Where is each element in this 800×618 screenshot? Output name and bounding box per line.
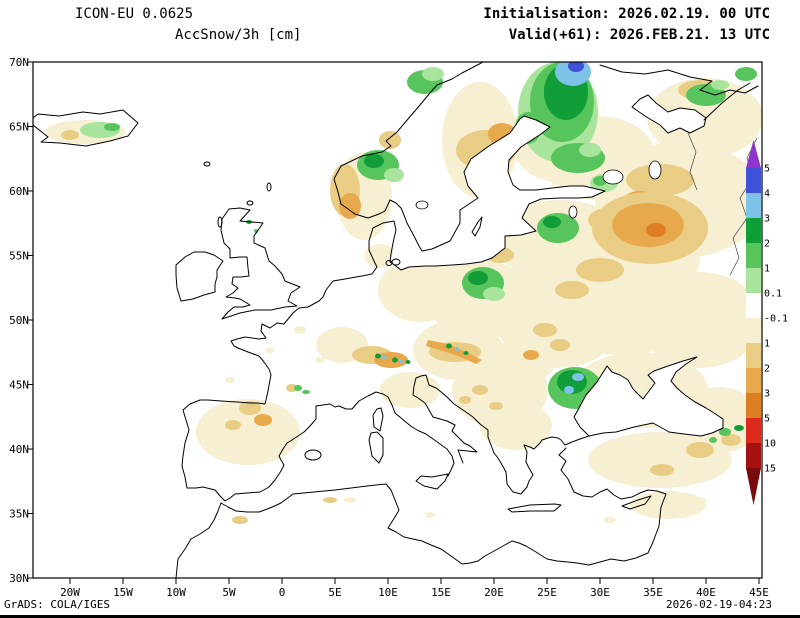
grads-credit: GrADS: COLA/IGES — [4, 598, 110, 611]
island-faroe — [203, 161, 211, 167]
island-corsica — [372, 407, 384, 432]
colorbar-tick-label: 15 — [764, 464, 776, 475]
coast-kola-barents — [599, 64, 759, 96]
island-hebrides — [217, 216, 223, 228]
bottom-border-bar — [0, 615, 800, 618]
creation-timestamp: 2026-02-19-04:23 — [666, 598, 772, 611]
lat-tick-label: 60N — [9, 185, 29, 198]
colorbar-tick-label: 10 — [764, 439, 776, 450]
colorbar-legend: 5 4 3 2 1 0.1 -0.1 1 2 3 5 10 15 — [746, 140, 788, 505]
black-sea — [573, 356, 724, 437]
colorbar-tick-label: 4 — [764, 189, 770, 200]
coast-white-sea-strait — [703, 82, 751, 121]
lon-tick-label: 35E — [643, 586, 663, 599]
lat-tick-label: 70N — [9, 56, 29, 69]
lat-tick-label: 65N — [9, 121, 29, 134]
island-crete — [507, 503, 562, 513]
colorbar-arrow-bottom — [746, 468, 761, 505]
lake-peipus — [568, 205, 578, 219]
white-sea — [631, 94, 707, 134]
baltic-sea-fill — [391, 116, 605, 270]
lon-tick-label: 40E — [696, 586, 716, 599]
lon-tick-label: 25E — [537, 586, 557, 599]
lon-tick-label: 30E — [590, 586, 610, 599]
lon-tick-label: 10E — [378, 586, 398, 599]
colorbar-segment — [746, 393, 761, 418]
coast-turkey-africa — [175, 447, 667, 578]
coast-baltic-rim — [400, 115, 606, 271]
lon-tick-label: 5W — [222, 586, 236, 599]
coast-west-europe-mediterranean — [181, 220, 455, 502]
colorbar-tick-label: -0.1 — [764, 314, 788, 325]
coast-adriatic-greece — [412, 374, 590, 495]
colorbar-tick-label: 2 — [764, 239, 770, 250]
colorbar-segment — [746, 368, 761, 393]
island-shetland — [266, 182, 272, 192]
lat-tick-label: 35N — [9, 508, 29, 521]
island-funen — [385, 260, 393, 266]
island-sicily — [415, 473, 449, 490]
lat-tick-label: 45N — [9, 379, 29, 392]
product-title: AccSnow/3h [cm] — [175, 27, 302, 43]
lon-tick-label: 20E — [484, 586, 504, 599]
colorbar-tick-label: 0.1 — [764, 289, 782, 300]
colorbar-segment — [746, 243, 761, 268]
colorbar-tick-label: 3 — [764, 389, 770, 400]
lat-tick-label: 40N — [9, 443, 29, 456]
colorbar-arrow-top — [746, 140, 761, 168]
lat-tick-label: 50N — [9, 314, 29, 327]
colorbar-segment — [746, 443, 761, 468]
lon-tick-label: 10W — [166, 586, 186, 599]
lake-onega — [648, 160, 662, 180]
lake-ladoga — [602, 169, 624, 185]
lon-tick-label: 45E — [749, 586, 769, 599]
valid-time: Valid(+61): 2026.FEB.21. 13 UTC — [508, 27, 770, 43]
island-cyprus — [621, 495, 652, 510]
colorbar-segment — [746, 418, 761, 443]
lon-tick-label: 20W — [60, 586, 80, 599]
colorbar-segment — [746, 193, 761, 218]
colorbar-segment — [746, 168, 761, 193]
map-content — [33, 62, 762, 578]
lon-tick-label: 5E — [328, 586, 341, 599]
model-title: ICON-EU 0.0625 — [75, 6, 194, 22]
colorbar-segment — [746, 293, 761, 318]
lat-tick-label: 55N — [9, 250, 29, 263]
axis-ticks: 70N 65N 60N 55N 50N 45N 40N 35N 30N 20W 15W 10W 5W 0 5… — [9, 56, 769, 599]
lat-tick-label: 30N — [9, 572, 29, 585]
coast-norway-sweden — [333, 62, 484, 252]
island-ireland — [175, 251, 224, 302]
island-sardinia — [368, 431, 384, 464]
colorbar-tick-label: 1 — [764, 339, 770, 350]
lake-vanern — [415, 200, 429, 210]
colorbar-segment — [746, 318, 761, 343]
colorbar-tick-label: 1 — [764, 264, 770, 275]
island-mallorca — [304, 449, 322, 461]
lon-tick-label: 0 — [279, 586, 286, 599]
island-gotland — [471, 216, 483, 237]
island-britain — [220, 207, 301, 320]
snow-shading — [45, 62, 762, 524]
colorbar-tick-label: 3 — [764, 214, 770, 225]
colorbar-tick-label: 5 — [764, 414, 770, 425]
colorbar-tick-label: 2 — [764, 364, 770, 375]
lon-tick-label: 15E — [431, 586, 451, 599]
colorbar-segment — [746, 343, 761, 368]
lakes — [415, 160, 662, 219]
island-orkney — [246, 200, 254, 206]
init-time: Initialisation: 2026.02.19. 00 UTC — [483, 6, 770, 22]
lon-tick-label: 15W — [113, 586, 133, 599]
colorbar-segment — [746, 218, 761, 243]
island-iceland — [33, 109, 139, 147]
colorbar-tick-label: 5 — [764, 164, 770, 175]
colorbar-segment — [746, 268, 761, 293]
